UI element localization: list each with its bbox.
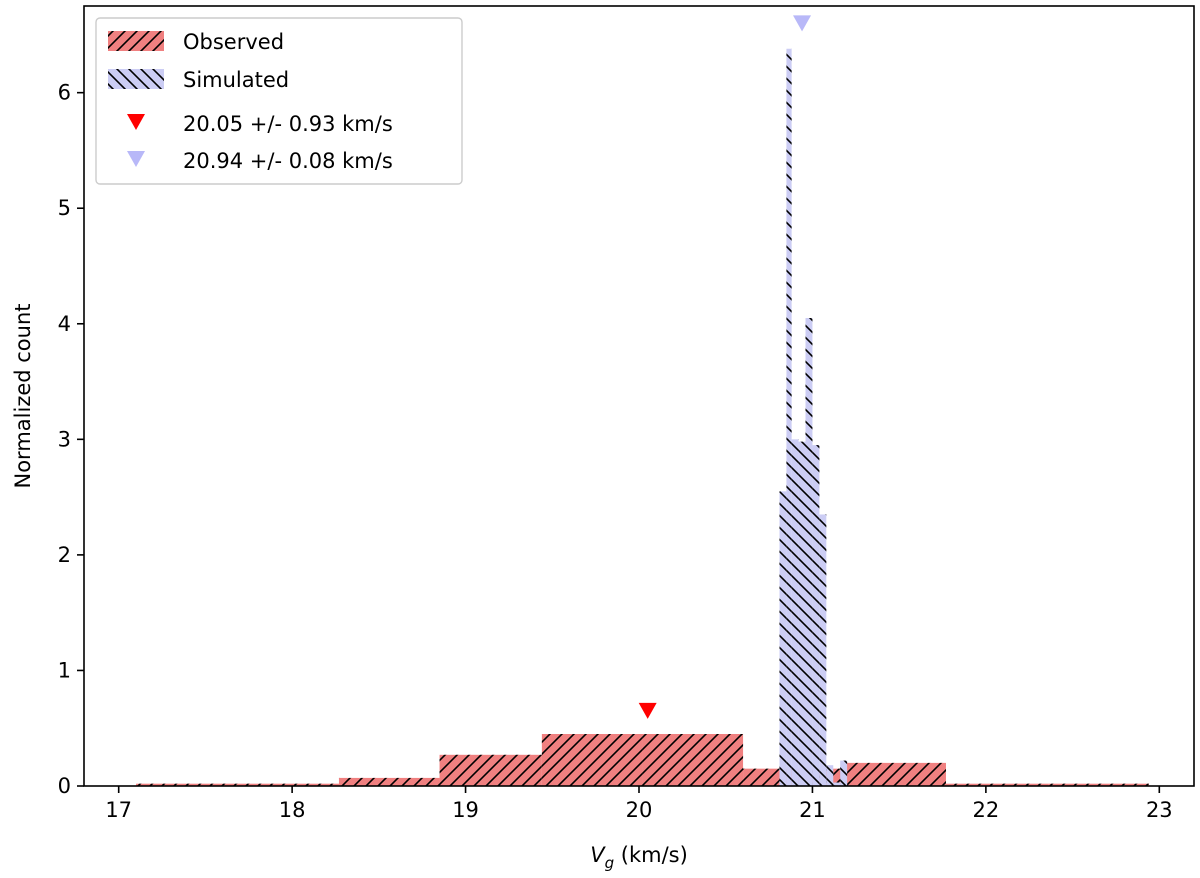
x-axis-label-unit: (km/s) bbox=[614, 843, 688, 867]
legend-item-observed-mean: 20.05 +/- 0.93 km/s bbox=[127, 112, 393, 136]
simulated-bar-hatch-6 bbox=[819, 514, 827, 786]
y-tick-label-6: 6 bbox=[58, 81, 71, 105]
observed-bars bbox=[136, 734, 1149, 786]
legend-hatch-observed bbox=[108, 31, 164, 51]
x-axis-label-subscript: g bbox=[605, 854, 615, 872]
simulated-bar-hatch-5 bbox=[812, 445, 820, 786]
observed-mean-marker bbox=[638, 702, 657, 719]
y-tick-label-4: 4 bbox=[58, 312, 71, 336]
observed-bar-hatch-1 bbox=[236, 783, 339, 786]
observed-bar-hatch-2 bbox=[338, 777, 440, 786]
legend: Observed Simulated 20.05 +/- 0.93 km/s 2… bbox=[95, 17, 463, 185]
observed-bar-hatch-5 bbox=[642, 734, 744, 786]
legend-item-simulated-mean: 20.94 +/- 0.08 km/s bbox=[127, 149, 393, 173]
simulated-mean-marker bbox=[793, 15, 812, 32]
x-tick-label-18: 18 bbox=[279, 798, 306, 822]
x-tick-label-23: 23 bbox=[1146, 798, 1173, 822]
legend-label-observed: Observed bbox=[183, 30, 284, 54]
observed-bar-hatch-8 bbox=[945, 783, 1049, 786]
x-tick-label-19: 19 bbox=[452, 798, 479, 822]
x-tick-label-17: 17 bbox=[105, 798, 132, 822]
x-axis-ticks: 17 18 19 20 21 22 23 bbox=[105, 786, 1173, 822]
legend-item-simulated: Simulated bbox=[108, 68, 289, 92]
x-tick-label-21: 21 bbox=[799, 798, 826, 822]
x-axis-label: Vg (km/s) bbox=[590, 843, 688, 872]
x-tick-label-22: 22 bbox=[973, 798, 1000, 822]
y-tick-label-1: 1 bbox=[58, 658, 71, 682]
simulated-bar-hatch-9 bbox=[840, 760, 848, 786]
observed-bar-hatch-4 bbox=[541, 734, 643, 786]
simulated-bar-hatch-3 bbox=[798, 441, 806, 786]
legend-label-simulated: Simulated bbox=[183, 68, 289, 92]
simulated-bar-hatch-1 bbox=[786, 48, 792, 786]
legend-item-observed: Observed bbox=[108, 30, 284, 54]
x-tick-label-20: 20 bbox=[626, 798, 653, 822]
legend-label-observed-mean: 20.05 +/- 0.93 km/s bbox=[183, 112, 393, 136]
simulated-bars bbox=[779, 48, 848, 786]
y-axis-ticks: 0 1 2 3 4 5 6 bbox=[58, 81, 84, 798]
legend-label-simulated-mean: 20.94 +/- 0.08 km/s bbox=[183, 149, 393, 173]
x-axis-label-main: V bbox=[590, 843, 606, 867]
legend-box bbox=[95, 17, 463, 185]
observed-bar-hatch-0 bbox=[136, 783, 237, 786]
observed-bar-hatch-7 bbox=[845, 762, 946, 786]
simulated-bar-hatch-2 bbox=[791, 439, 799, 786]
observed-bar-hatch-9 bbox=[1048, 783, 1149, 786]
simulated-bar-hatch-8 bbox=[833, 782, 841, 786]
y-tick-label-5: 5 bbox=[58, 196, 71, 220]
legend-hatch-simulated bbox=[108, 69, 164, 89]
y-tick-label-3: 3 bbox=[58, 427, 71, 451]
observed-bar-hatch-3 bbox=[439, 754, 542, 786]
y-axis-label: Normalized count bbox=[11, 303, 35, 488]
simulated-bar-hatch-7 bbox=[826, 765, 834, 786]
mean-markers bbox=[638, 15, 812, 719]
simulated-bar-hatch-4 bbox=[805, 318, 813, 786]
y-tick-label-2: 2 bbox=[58, 543, 71, 567]
legend-marker-simulated-mean bbox=[127, 151, 145, 167]
simulated-bar-hatch-0 bbox=[779, 491, 787, 786]
y-tick-label-0: 0 bbox=[58, 774, 71, 798]
legend-marker-observed-mean bbox=[127, 114, 145, 130]
